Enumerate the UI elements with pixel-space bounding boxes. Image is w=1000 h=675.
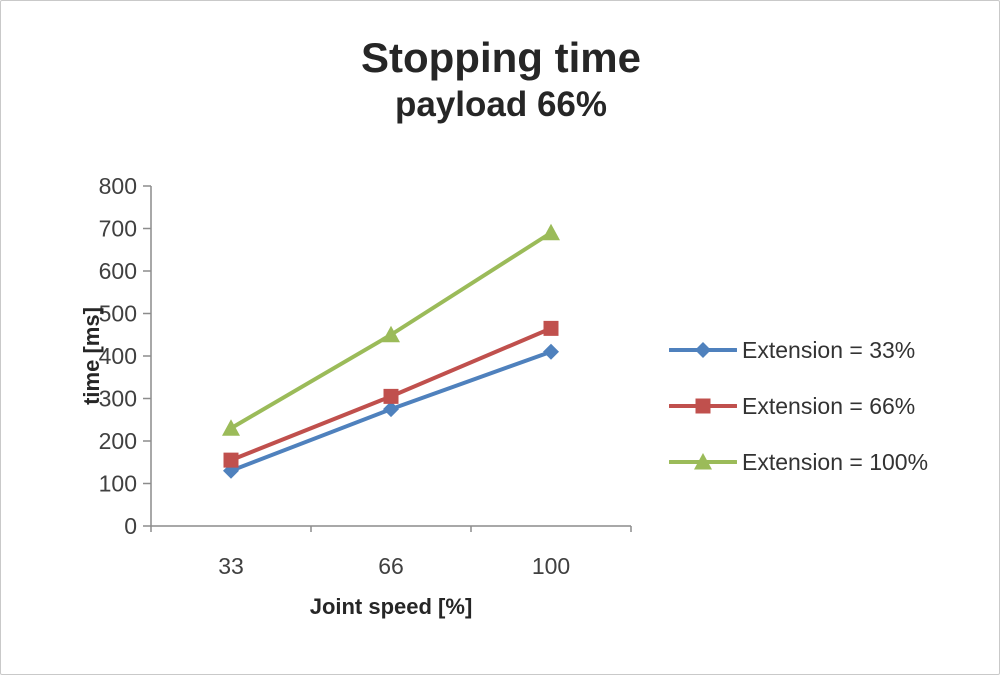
legend-marker-sample — [694, 453, 712, 470]
legend-item: Extension = 33% — [669, 336, 928, 363]
y-tick-label: 200 — [99, 428, 137, 454]
chart-title-block: Stopping time payload 66% — [1, 34, 999, 125]
legend-item: Extension = 66% — [669, 392, 928, 419]
series-marker-2 — [542, 223, 560, 241]
y-tick-label: 100 — [99, 471, 137, 497]
legend: Extension = 33% Extension = 66% Extension … — [669, 336, 929, 475]
y-tick-label: 500 — [99, 301, 137, 327]
legend-label: Extension = 100% — [742, 448, 929, 475]
chart-title: Stopping time — [361, 34, 641, 81]
legend-marker-sample — [695, 342, 711, 358]
y-axis-title: time [ms] — [81, 307, 104, 405]
legend-label: Extension = 66% — [742, 392, 916, 419]
legend-square-icon — [669, 398, 737, 414]
series-marker-2 — [222, 419, 240, 436]
plot-area: 0 100 200 300 400 500 600 700 800 33 66 100 Joint sp… — [81, 173, 632, 619]
y-tick-label: 700 — [99, 216, 137, 242]
y-tick-label: 800 — [99, 173, 137, 199]
y-tick-label: 600 — [99, 258, 137, 284]
y-tick-label: 400 — [99, 343, 137, 369]
legend-item: Extension = 100% — [669, 448, 929, 475]
series-marker-1 — [543, 320, 559, 336]
series-marker-1 — [223, 452, 239, 468]
x-tick-label: 33 — [218, 553, 244, 579]
legend-label: Extension = 33% — [742, 336, 916, 363]
series-marker-1 — [383, 388, 399, 404]
x-tick-label: 100 — [532, 553, 570, 579]
series-marker-0 — [543, 343, 559, 360]
y-tick-label: 300 — [99, 386, 137, 412]
series-marker-0 — [383, 401, 399, 418]
x-axis-title: Joint speed [%] — [310, 594, 473, 619]
legend-marker-sample — [695, 398, 711, 414]
chart-subtitle: payload 66% — [394, 85, 608, 125]
series-marker-2 — [382, 325, 400, 343]
x-tick-label: 66 — [378, 553, 404, 579]
y-tick-label: 0 — [124, 513, 137, 539]
legend-diamond-icon — [669, 342, 737, 358]
legend-triangle-icon — [669, 453, 737, 470]
